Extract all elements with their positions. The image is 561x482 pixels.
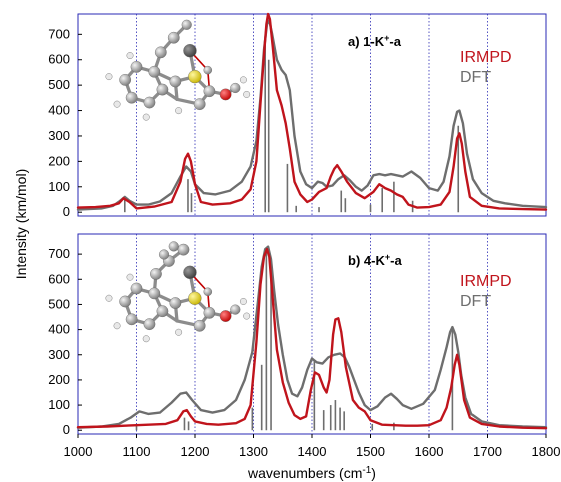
panel-label: b) 4-K+-a [348, 252, 402, 268]
y-tick-label: 300 [48, 347, 70, 362]
legend-irmpd: IRMPD [460, 49, 512, 66]
y-tick-label: 200 [48, 372, 70, 387]
y-tick-label: 700 [48, 246, 70, 261]
legend-dft: DFT [460, 69, 491, 86]
legend-dft: DFT [460, 293, 491, 310]
y-tick-label: 0 [63, 422, 70, 437]
y-tick-label: 100 [48, 179, 70, 194]
x-tick-label: 1400 [298, 444, 327, 459]
spectra-lines [76, 12, 548, 211]
molecule-structure-a [104, 18, 252, 122]
y-tick-label: 700 [48, 26, 70, 41]
panel-a: 0 100 200 300 400 500 600 700 a) 1-K+-a IRMPD D… [48, 12, 548, 219]
y-tick-label: 0 [63, 204, 70, 219]
x-tick-label: 1500 [356, 444, 385, 459]
y-tick-label: 400 [48, 322, 70, 337]
y-tick-label: 500 [48, 296, 70, 311]
dft-sticks [124, 39, 460, 213]
y-axis-title: Intensity (km/mol) [13, 169, 29, 279]
x-axis-ticks: 1000 1100 1200 1300 1400 1500 1600 1700 1800 [64, 434, 561, 459]
x-tick-label: 1600 [415, 444, 444, 459]
x-axis-title: wavenumbers (cm-1) [247, 465, 376, 482]
x-tick-label: 1100 [123, 444, 151, 459]
panel-b: 0 100 200 300 400 500 600 700 b) 4-K+-a IRMPD D… [48, 233, 548, 437]
x-tick-label: 1000 [64, 444, 93, 459]
molecule-structure-b [104, 239, 252, 344]
y-tick-label: 100 [48, 397, 70, 412]
panel-label: a) 1-K+-a [348, 33, 402, 49]
series-line-irmpd [76, 12, 548, 211]
x-tick-label: 1800 [532, 444, 561, 459]
y-tick-label: 600 [48, 52, 70, 67]
x-tick-label: 1700 [473, 444, 502, 459]
y-axis-ticks: 0 100 200 300 400 500 600 700 [48, 246, 82, 437]
y-tick-label: 400 [48, 103, 70, 118]
spectra-lines [76, 245, 548, 430]
y-axis-ticks: 0 100 200 300 400 500 600 700 [48, 26, 82, 219]
legend-irmpd: IRMPD [460, 273, 512, 290]
series-line-irmpd [76, 247, 548, 430]
y-tick-label: 300 [48, 128, 70, 143]
plot-frame [77, 233, 547, 435]
dft-sticks [135, 249, 454, 431]
series-line-dft [76, 19, 548, 211]
gridlines [136, 234, 488, 434]
series-line-dft [76, 245, 548, 429]
x-tick-label: 1200 [181, 444, 210, 459]
y-tick-label: 500 [48, 77, 70, 92]
x-tick-label: 1300 [239, 444, 268, 459]
y-tick-label: 600 [48, 271, 70, 286]
y-tick-label: 200 [48, 153, 70, 168]
